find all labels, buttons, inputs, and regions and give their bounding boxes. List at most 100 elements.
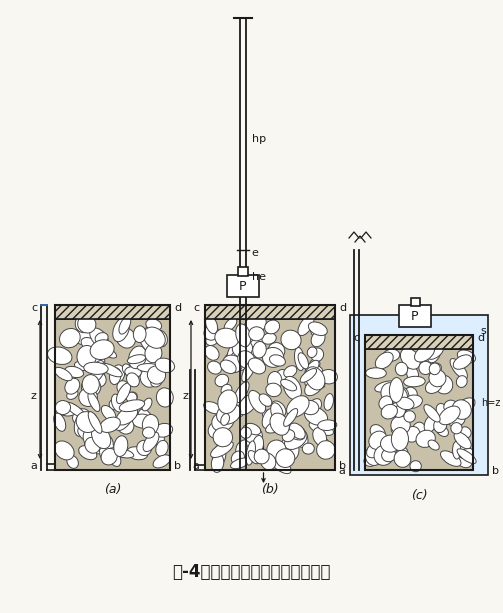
Ellipse shape <box>372 432 383 446</box>
Ellipse shape <box>67 390 78 400</box>
Text: a: a <box>193 461 199 471</box>
Ellipse shape <box>263 348 284 367</box>
Ellipse shape <box>238 351 255 369</box>
Ellipse shape <box>231 451 244 465</box>
Ellipse shape <box>396 397 414 409</box>
Ellipse shape <box>267 440 286 459</box>
Ellipse shape <box>290 423 305 439</box>
Ellipse shape <box>367 439 387 458</box>
Ellipse shape <box>83 428 104 451</box>
Ellipse shape <box>379 396 392 410</box>
Ellipse shape <box>250 343 263 352</box>
Ellipse shape <box>142 398 152 411</box>
Ellipse shape <box>139 332 151 352</box>
Ellipse shape <box>54 413 66 432</box>
Ellipse shape <box>300 368 316 383</box>
Ellipse shape <box>280 438 299 461</box>
Ellipse shape <box>143 327 165 348</box>
Bar <box>350 315 488 475</box>
Text: e: e <box>252 248 259 258</box>
Text: c: c <box>353 333 359 343</box>
Ellipse shape <box>119 400 145 412</box>
Bar <box>205 305 335 319</box>
Ellipse shape <box>90 328 109 348</box>
Ellipse shape <box>227 343 239 368</box>
Ellipse shape <box>304 407 327 425</box>
Ellipse shape <box>316 441 335 459</box>
Ellipse shape <box>100 436 113 460</box>
Ellipse shape <box>453 441 461 459</box>
Text: 図-4　過剰間隙水圧と粒子間圧力: 図-4 過剰間隙水圧と粒子間圧力 <box>172 563 331 581</box>
Ellipse shape <box>75 326 93 345</box>
Text: (c): (c) <box>410 489 428 501</box>
Ellipse shape <box>424 414 437 432</box>
Ellipse shape <box>88 392 100 411</box>
Ellipse shape <box>395 362 408 376</box>
Ellipse shape <box>266 383 281 397</box>
Ellipse shape <box>218 390 237 414</box>
Ellipse shape <box>396 387 409 406</box>
Text: b: b <box>340 461 347 471</box>
Ellipse shape <box>156 440 168 456</box>
Ellipse shape <box>309 359 320 370</box>
Ellipse shape <box>85 439 107 454</box>
Ellipse shape <box>110 368 121 384</box>
Ellipse shape <box>125 367 141 378</box>
Ellipse shape <box>246 441 256 465</box>
Ellipse shape <box>79 388 98 406</box>
Ellipse shape <box>391 423 409 434</box>
Ellipse shape <box>90 348 105 367</box>
Ellipse shape <box>453 398 475 416</box>
Ellipse shape <box>253 435 264 455</box>
Ellipse shape <box>311 348 323 362</box>
Bar <box>365 335 473 349</box>
Ellipse shape <box>382 449 396 462</box>
Ellipse shape <box>230 458 250 468</box>
Text: z: z <box>30 390 36 401</box>
Text: a: a <box>31 461 37 471</box>
Ellipse shape <box>82 375 99 394</box>
Ellipse shape <box>140 369 157 387</box>
Ellipse shape <box>137 364 161 372</box>
Ellipse shape <box>101 449 117 465</box>
Text: a: a <box>339 466 346 476</box>
Ellipse shape <box>307 347 317 357</box>
Ellipse shape <box>221 384 232 395</box>
Ellipse shape <box>204 326 219 340</box>
Ellipse shape <box>450 359 467 379</box>
Ellipse shape <box>213 449 224 460</box>
Ellipse shape <box>143 432 159 452</box>
Ellipse shape <box>444 406 465 427</box>
Text: d: d <box>175 303 182 313</box>
Text: (a): (a) <box>104 484 121 497</box>
Ellipse shape <box>54 367 72 381</box>
Ellipse shape <box>77 316 96 333</box>
Ellipse shape <box>117 417 134 434</box>
Ellipse shape <box>284 366 297 378</box>
Ellipse shape <box>268 371 282 390</box>
Ellipse shape <box>419 361 432 375</box>
Ellipse shape <box>381 435 400 452</box>
Ellipse shape <box>211 441 233 457</box>
Ellipse shape <box>90 340 114 359</box>
Ellipse shape <box>428 363 442 375</box>
Ellipse shape <box>91 360 105 381</box>
Ellipse shape <box>374 445 394 465</box>
Ellipse shape <box>112 394 124 412</box>
Text: he: he <box>252 272 266 282</box>
Ellipse shape <box>65 367 83 378</box>
Text: hp: hp <box>252 134 266 144</box>
Ellipse shape <box>263 410 277 423</box>
Ellipse shape <box>213 428 232 447</box>
Ellipse shape <box>236 440 253 458</box>
Ellipse shape <box>217 403 241 424</box>
Text: d: d <box>477 333 484 343</box>
Ellipse shape <box>305 367 325 390</box>
Ellipse shape <box>364 455 377 466</box>
Ellipse shape <box>215 328 239 348</box>
Ellipse shape <box>276 449 295 468</box>
Ellipse shape <box>112 365 125 382</box>
Ellipse shape <box>95 333 108 343</box>
Ellipse shape <box>285 430 307 449</box>
Ellipse shape <box>58 403 78 416</box>
